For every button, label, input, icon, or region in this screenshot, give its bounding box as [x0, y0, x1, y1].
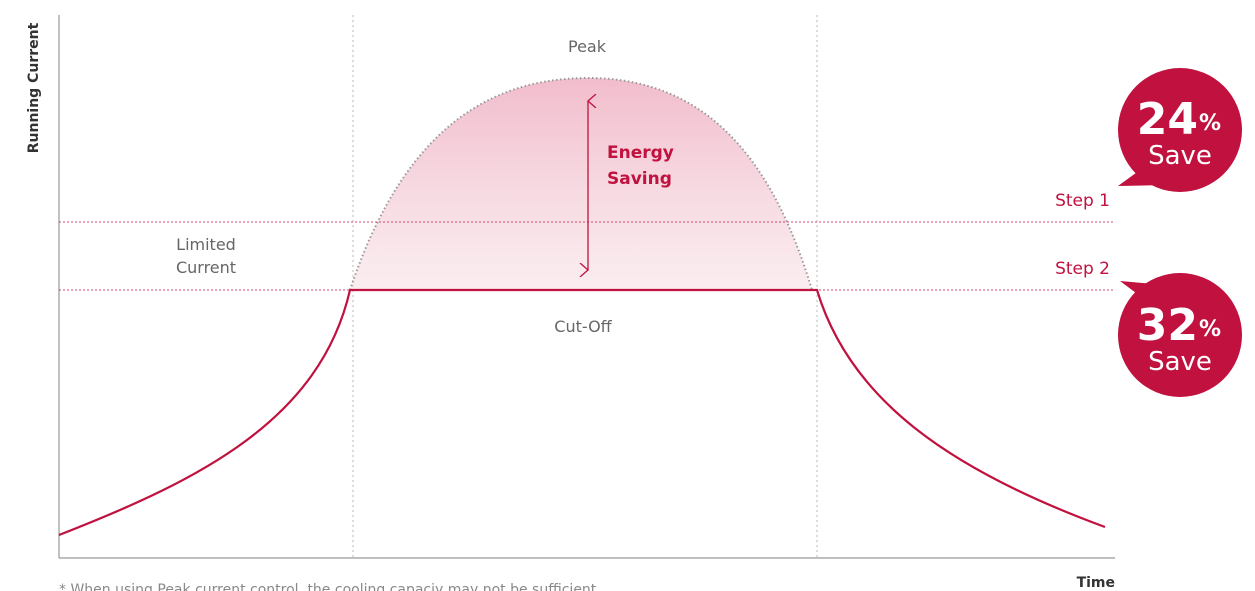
badge-tail	[1118, 170, 1165, 186]
cut-off-label: Cut-Off	[554, 317, 612, 336]
energy-saving-label: Energy	[607, 143, 674, 163]
saving-area	[350, 78, 812, 290]
badge-number: 24	[1137, 94, 1198, 145]
step2-label: Step 2	[1055, 259, 1110, 279]
current-curve	[58, 288, 1106, 537]
limited-current-label: Current	[176, 258, 236, 277]
badge: 24 % Save	[1118, 68, 1242, 192]
footnote: * When using Peak current control, the c…	[59, 582, 601, 591]
step1-label: Step 1	[1055, 191, 1110, 211]
badge-circle	[1118, 273, 1242, 397]
limited-current-label: Limited	[176, 235, 236, 254]
badge: 32 % Save	[1118, 273, 1242, 397]
axes	[58, 15, 1115, 559]
y-axis-label: Running Current	[26, 22, 42, 153]
badge-text: Save	[1148, 141, 1212, 171]
badge-circle	[1118, 68, 1242, 192]
energy-saving-label: Saving	[607, 169, 672, 189]
badge-unit: %	[1199, 111, 1221, 136]
badge-text: Save	[1148, 347, 1212, 377]
peak-curve	[349, 76, 813, 291]
x-axis-label: Time	[1077, 575, 1115, 591]
badge-tail	[1120, 281, 1165, 296]
badge-unit: %	[1199, 317, 1221, 342]
badge-number: 32	[1137, 300, 1198, 351]
peak-label: Peak	[568, 37, 607, 56]
